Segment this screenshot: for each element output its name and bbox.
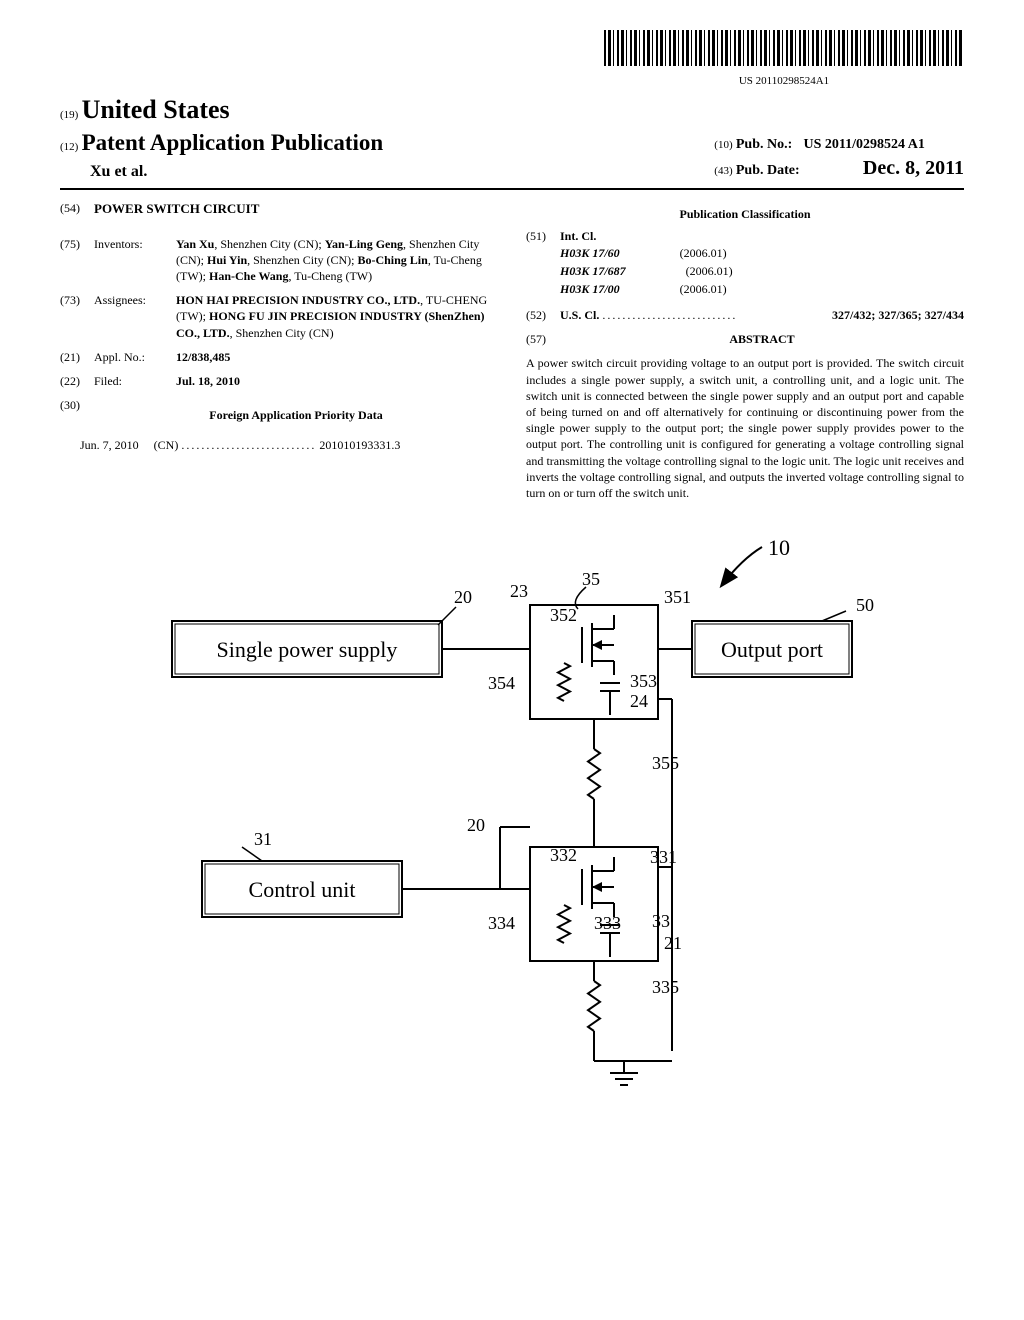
svg-text:10: 10	[768, 535, 790, 560]
svg-text:352: 352	[550, 605, 577, 625]
svg-text:24: 24	[630, 691, 648, 711]
intcl-row: H03K 17/60(2006.01)	[560, 245, 964, 261]
pubdate-label: Pub. Date:	[736, 163, 800, 178]
assignees-prefix: (73)	[60, 292, 94, 341]
svg-text:Single power supply: Single power supply	[217, 637, 398, 662]
priority-country: (CN)	[154, 438, 179, 452]
svg-text:332: 332	[550, 845, 577, 865]
title-prefix: (54)	[60, 200, 94, 228]
svg-text:353: 353	[630, 671, 657, 691]
pubno-value: US 2011/0298524 A1	[804, 137, 925, 152]
svg-text:35: 35	[582, 569, 600, 589]
barcode-label: US 20110298524A1	[604, 74, 964, 89]
uscl-value: 327/432; 327/365; 327/434	[832, 307, 964, 323]
filed-prefix: (22)	[60, 373, 94, 389]
svg-text:351: 351	[664, 587, 691, 607]
svg-text:31: 31	[254, 829, 272, 849]
filed-label: Filed:	[94, 373, 176, 389]
circuit-diagram: Single power supply Output port Control un…	[60, 531, 964, 1116]
pubdate-prefix: (43)	[714, 165, 732, 177]
intcl-prefix: (51)	[526, 228, 560, 299]
svg-text:354: 354	[488, 673, 515, 693]
assignees-body: HON HAI PRECISION INDUSTRY CO., LTD., TU…	[176, 292, 498, 341]
country: United States	[82, 95, 230, 124]
svg-text:Control unit: Control unit	[249, 877, 356, 902]
uscl-label: U.S. Cl.	[560, 308, 599, 322]
priority-number: 201010193331.3	[319, 438, 400, 452]
applno-prefix: (21)	[60, 349, 94, 365]
svg-text:334: 334	[488, 913, 515, 933]
abstract-prefix: (57)	[526, 331, 560, 347]
pubno-label: Pub. No.:	[736, 137, 792, 152]
title-text: POWER SWITCH CIRCUIT	[94, 200, 259, 218]
svg-text:355: 355	[652, 753, 679, 773]
svg-text:20: 20	[467, 815, 485, 835]
priority-prefix: (30)	[60, 397, 94, 429]
svg-text:33: 33	[652, 911, 670, 931]
svg-text:21: 21	[664, 933, 682, 953]
inventors-label: Inventors:	[94, 236, 176, 285]
svg-text:50: 50	[856, 595, 874, 615]
svg-text:20: 20	[454, 587, 472, 607]
svg-text:333: 333	[594, 913, 621, 933]
assignees-label: Assignees:	[94, 292, 176, 341]
header: (19) United States (12) Patent Applicati…	[60, 92, 964, 190]
abstract-text: A power switch circuit providing voltage…	[526, 355, 964, 501]
svg-text:331: 331	[650, 847, 677, 867]
applno-label: Appl. No.:	[94, 349, 176, 365]
barcode	[604, 30, 964, 66]
pubdate-value: Dec. 8, 2011	[863, 157, 964, 179]
abstract-title: ABSTRACT	[729, 332, 794, 346]
svg-text:335: 335	[652, 977, 679, 997]
inventors-body: Yan Xu, Shenzhen City (CN); Yan-Ling Gen…	[176, 236, 498, 285]
classification-title: Publication Classification	[526, 206, 964, 222]
author-line: Xu et al.	[60, 161, 383, 183]
country-prefix: (19)	[60, 109, 78, 121]
priority-dots: ...........................	[181, 438, 316, 452]
uscl-prefix: (52)	[526, 307, 560, 323]
applno-value: 12/838,485	[176, 349, 498, 365]
intcl-row: H03K 17/687(2006.01)	[560, 263, 964, 279]
svg-text:Output port: Output port	[721, 637, 823, 662]
intcl-label: Int. Cl.	[560, 228, 964, 244]
priority-title: Foreign Application Priority Data	[94, 407, 498, 423]
inventors-prefix: (75)	[60, 236, 94, 285]
filed-value: Jul. 18, 2010	[176, 373, 498, 389]
pub-type: Patent Application Publication	[82, 130, 384, 155]
priority-date: Jun. 7, 2010	[80, 438, 139, 452]
svg-text:23: 23	[510, 581, 528, 601]
pubno-prefix: (10)	[714, 139, 732, 151]
pub-prefix: (12)	[60, 141, 78, 153]
uscl-dots: ...........................	[602, 308, 737, 322]
intcl-row: H03K 17/00(2006.01)	[560, 281, 964, 297]
